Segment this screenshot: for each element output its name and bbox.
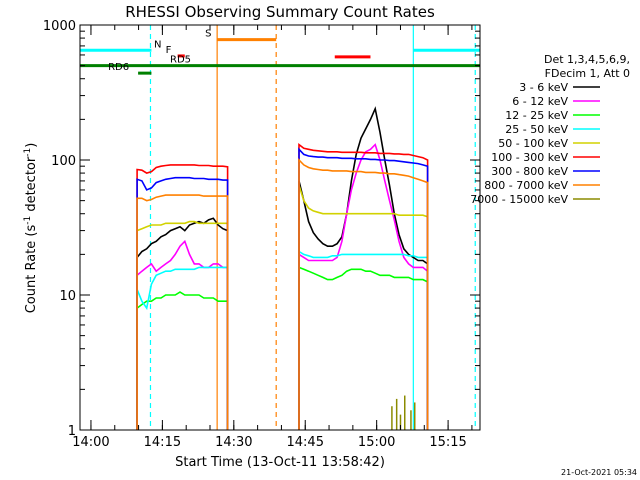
series-1-segment-2 (298, 143, 429, 430)
series-6-segment-1 (136, 176, 229, 430)
flag-label-0: N (154, 39, 161, 50)
series-4-segment-1 (136, 220, 229, 430)
legend: Det 1,3,4,5,6,9, FDecim 1, Att 0 3 - 6 k… (470, 53, 630, 206)
y-tick-label-1: 10 (59, 289, 76, 304)
series-5-segment-2 (298, 142, 429, 430)
y-tick-label-0: 1 (68, 424, 76, 439)
y-tick-label-2: 100 (51, 154, 76, 169)
plot-frame (79, 24, 481, 431)
series-7-segment-2 (298, 158, 429, 430)
generated-timestamp: 21-Oct-2021 05:34 (561, 468, 637, 477)
x-tick-label-3: 14:45 (287, 435, 324, 450)
series-0-segment-1 (136, 217, 229, 430)
legend-label-2: 12 - 25 keV (505, 109, 568, 122)
axes: 1 10 100 1000 14:00 14:15 14:30 14:45 15:00 15:15 (43, 19, 481, 450)
chart-title: RHESSI Observing Summary Count Rates (125, 3, 435, 21)
series-1-segment-1 (136, 239, 229, 430)
y-axis-label: Count Rate (s-1 detector-1) (23, 143, 39, 314)
legend-label-0: 3 - 6 keV (519, 81, 568, 94)
series-0-segment-2 (298, 106, 429, 430)
legend-label-8: 7000 - 15000 keV (470, 193, 568, 206)
x-tick-label-4: 15:00 (358, 435, 395, 450)
legend-label-3: 25 - 50 keV (505, 123, 568, 136)
flag-label-3: F (166, 45, 172, 56)
x-tick-label-1: 14:15 (144, 435, 181, 450)
series-2-segment-1 (136, 291, 229, 430)
flag-label-5: RD5 (170, 55, 191, 66)
series-5-segment-1 (136, 164, 229, 430)
series-4-segment-2 (298, 185, 429, 430)
legend-header-line-2: FDecim 1, Att 0 (545, 67, 630, 80)
flag-label-2: S (205, 29, 211, 40)
legend-header-line-1: Det 1,3,4,5,6,9, (544, 53, 630, 66)
series-7-segment-1 (136, 194, 229, 430)
legend-label-5: 100 - 300 keV (491, 151, 568, 164)
x-tick-label-0: 14:00 (72, 435, 109, 450)
series-3-segment-2 (298, 250, 429, 430)
x-tick-label-2: 14:30 (215, 435, 252, 450)
y-tick-label-3: 1000 (43, 19, 76, 34)
legend-label-1: 6 - 12 keV (512, 95, 568, 108)
legend-label-7: 800 - 7000 keV (484, 179, 568, 192)
legend-label-6: 300 - 800 keV (491, 165, 568, 178)
series-6-segment-2 (298, 147, 429, 430)
flag-label-6: RD6 (108, 62, 129, 73)
series-3-segment-1 (136, 266, 229, 430)
x-tick-label-5: 15:15 (429, 435, 466, 450)
series-2-segment-2 (298, 266, 429, 430)
x-axis-label: Start Time (13-Oct-11 13:58:42) (175, 455, 385, 470)
legend-label-4: 50 - 100 keV (498, 137, 568, 150)
